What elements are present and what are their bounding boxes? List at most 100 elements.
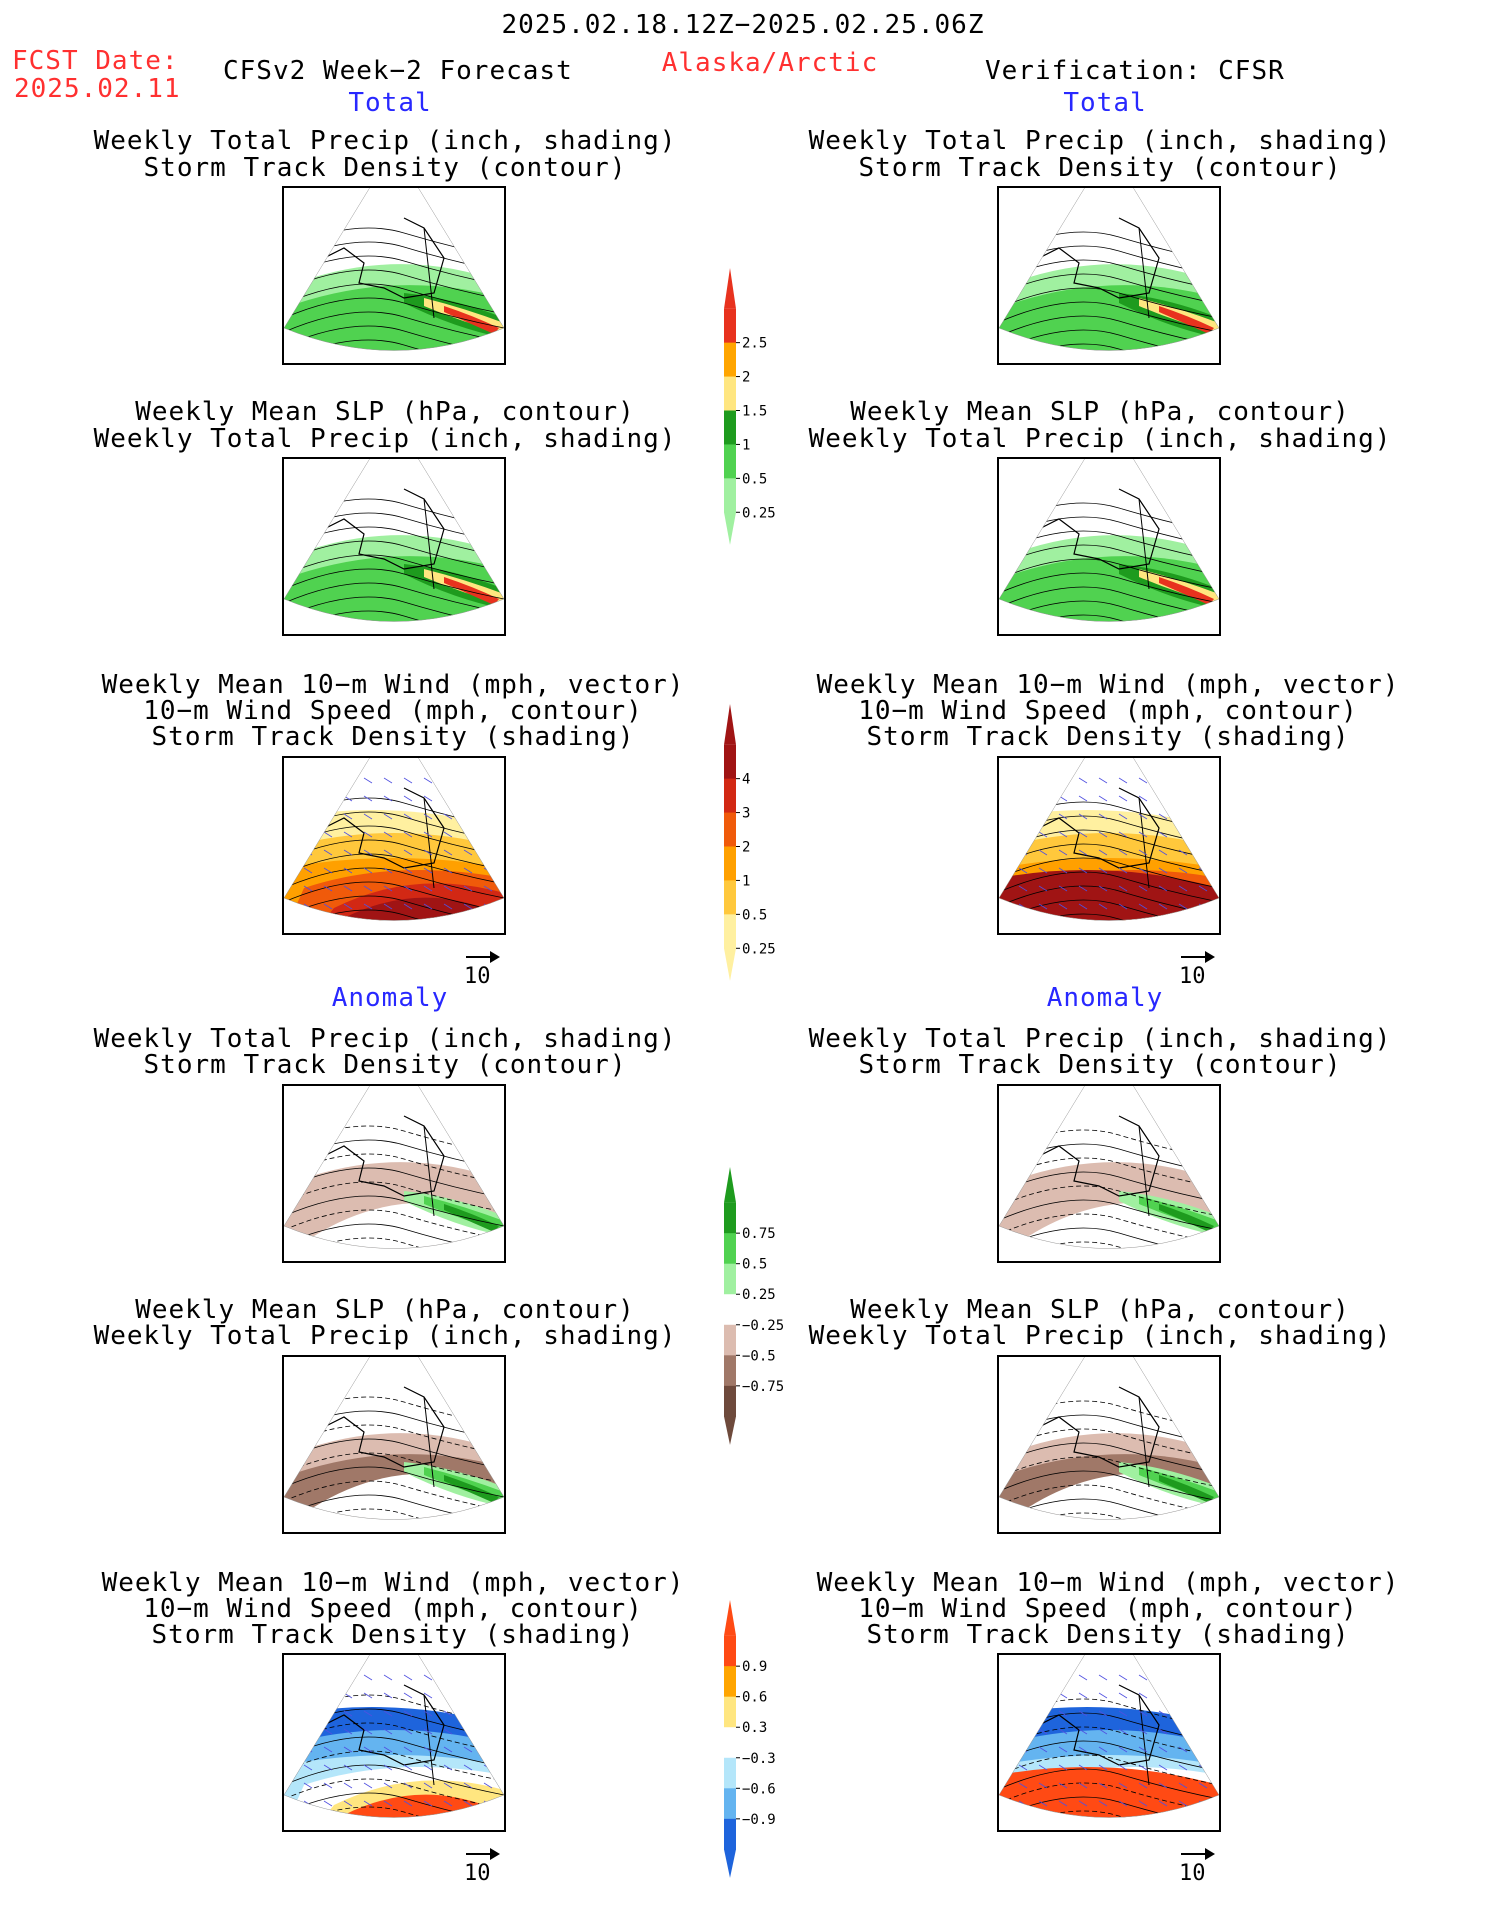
wind-vector [1019,922,1027,927]
contour-line [284,568,504,600]
wind-vector [1119,922,1127,927]
wind-vector [483,1746,493,1753]
wind-vector [403,1764,413,1771]
wind-vector [1018,1674,1028,1681]
wind-vector [1118,795,1128,802]
contour-line [999,1470,1219,1502]
wind-vector [1118,1746,1128,1753]
wind-vector [1098,903,1108,910]
contour-line [999,1241,1219,1249]
wind-vector [1198,831,1208,838]
wind-vector [1198,813,1208,820]
contour-line [999,273,1219,305]
wind-vector [1078,1782,1088,1789]
contour-line [999,871,1219,903]
shading-band [1159,577,1214,605]
wind-vector [383,849,393,856]
section-anomaly-right: Anomaly [1046,983,1164,1013]
wind-vector [1039,1819,1047,1824]
wind-vector [1038,1800,1048,1807]
contour-line [284,283,504,315]
wind-vector [1198,885,1208,892]
wind-vector [303,867,313,874]
wind-vector [323,1764,333,1771]
colorbar-tick-label: 3 [742,806,750,822]
colorbar-top-cap [724,1600,736,1636]
wind-vector [1178,867,1188,874]
wind-vector [423,813,433,820]
wind-vector [323,849,333,856]
title-l5-line2: Weekly Total Precip (inch, shading) [93,1321,677,1351]
border-line [1138,1694,1150,1786]
wind-vector [1078,777,1088,784]
wind-vector [1178,1782,1188,1789]
wind-vector [383,1800,393,1807]
wind-vector [323,867,333,874]
wind-vector [1038,885,1048,892]
wind-vector [1199,922,1207,927]
contour-line [284,1167,504,1199]
wind-vector [1018,1782,1028,1789]
wind-vector [463,777,473,784]
wind-vector [443,1674,453,1681]
contour-line [999,287,1219,319]
map-anomaly-wind-forecast [282,1653,506,1832]
contour-line [284,1438,504,1470]
title-l5-line1: Weekly Mean SLP (hPa, contour) [135,1295,635,1325]
wind-vector [363,777,373,784]
contour-line [999,259,1219,291]
wind-vector [1058,1800,1068,1807]
title-r5-line2: Weekly Total Precip (inch, shading) [808,1321,1392,1351]
wind-vector [1058,903,1068,910]
wind-vector [443,777,453,784]
wind-vector [363,813,373,820]
wind-vector [1178,885,1188,892]
title-l3-line1: Weekly Mean 10−m Wind (mph, vector) [101,670,685,700]
contour-line [999,544,1219,576]
wind-vector [483,1710,493,1717]
map-total-slp-verification [997,457,1221,636]
wind-vector [1158,1746,1168,1753]
wind-vector [383,885,393,892]
wind-vector [323,903,333,910]
wind-vector [363,1764,373,1771]
colorbar-tick-label: 0.9 [742,1659,767,1675]
wind-vector [1159,1819,1167,1824]
wind-vector [404,922,412,927]
wind-vector [343,1692,353,1699]
border-line [423,227,435,319]
border-line [1138,227,1150,319]
wind-vector [343,1764,353,1771]
title-l1-line1: Weekly Total Precip (inch, shading) [93,126,677,156]
contour-line [999,1428,1219,1460]
wind-vector [1018,795,1028,802]
contour-line [999,913,1219,921]
wind-vector [303,813,313,820]
wind-vector [383,1764,393,1771]
title-r6-line3: Storm Track Density (shading) [866,1620,1350,1650]
wind-vector [1058,1728,1068,1735]
wind-vector [383,867,393,874]
wind-vector [303,1674,313,1681]
wind-vector [364,1819,372,1824]
wind-vector [1118,1710,1128,1717]
wind-vector [343,849,353,856]
contour-line [999,530,1219,562]
wind-vector [443,1728,453,1735]
wind-vector [1178,1674,1188,1681]
wind-vector [403,795,413,802]
wind-vector [1158,1800,1168,1807]
wind-vector [424,922,432,927]
colorbar-top-cap [724,1167,736,1203]
colorbar-bin [724,410,736,445]
contour-line [999,614,1219,622]
map-total-wind-verification [997,756,1221,935]
wind-vector [363,1800,373,1807]
wind-vector [403,1674,413,1681]
coastline [1038,217,1160,299]
fcst-date-value: 2025.02.11 [14,74,181,104]
model-title: CFSv2 Week−2 Forecast [223,56,573,86]
wind-vector [443,1782,453,1789]
colorbar-top-cap [724,704,736,745]
colorbar-bin [724,914,736,949]
